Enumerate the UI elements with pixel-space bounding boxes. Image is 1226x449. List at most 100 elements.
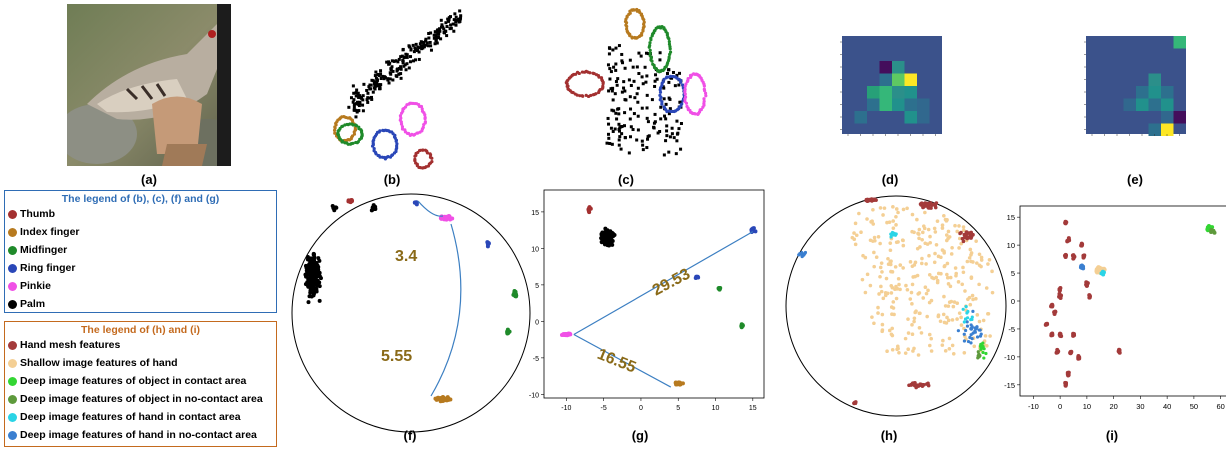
mesh-cluster bbox=[1063, 380, 1069, 388]
heatmap-cell bbox=[879, 86, 892, 99]
x-tick-label: 20 bbox=[1109, 402, 1117, 411]
mesh-cluster bbox=[852, 400, 858, 406]
y-tick-label: 10 bbox=[1007, 241, 1015, 250]
poincare-disk-f: 3.4 5.55 bbox=[291, 193, 531, 433]
heatmap-cell bbox=[867, 98, 880, 111]
pinkie-points bbox=[683, 72, 708, 116]
mesh-cluster bbox=[1052, 309, 1058, 316]
mid-cluster bbox=[739, 322, 745, 330]
legend-item: Palm bbox=[5, 295, 276, 313]
mesh-cluster bbox=[1049, 331, 1055, 338]
mesh-cluster bbox=[1065, 370, 1071, 378]
legend-swatch bbox=[8, 340, 17, 350]
caption-c: (c) bbox=[618, 172, 634, 187]
legend-label: Pinkie bbox=[20, 280, 51, 292]
heatmap-cell bbox=[867, 86, 880, 99]
legend-label: Thumb bbox=[20, 208, 55, 220]
geodesic-short bbox=[417, 200, 444, 217]
x-tick-label: 10 bbox=[1083, 402, 1091, 411]
legend-swatch bbox=[8, 412, 17, 422]
ring-cluster bbox=[412, 200, 419, 207]
plot-frame bbox=[1019, 205, 1226, 397]
distance-label: 16.55 bbox=[595, 346, 639, 377]
y-tick-label: -5 bbox=[1008, 325, 1015, 334]
mesh-cluster bbox=[918, 201, 939, 210]
legend-label: Ring finger bbox=[20, 262, 76, 274]
ring-points bbox=[370, 128, 399, 161]
ring-cluster bbox=[485, 240, 491, 249]
poincare-panel-h bbox=[783, 190, 1015, 426]
heatmap-cell bbox=[892, 98, 905, 111]
x-tick-label: 10 bbox=[712, 405, 720, 412]
scatter-g: -10 -5 0 5 10 15 15 10 5 0 -5 -10 29.53 16.55 bbox=[529, 189, 765, 412]
thumb-cluster bbox=[346, 197, 355, 205]
legend-title: The legend of (b), (c), (f) and (g) bbox=[61, 193, 220, 205]
heatmap-cell bbox=[1123, 98, 1136, 111]
y-tick-label: 5 bbox=[1011, 269, 1015, 278]
thumb-cluster bbox=[586, 205, 593, 215]
mesh-cluster bbox=[1084, 280, 1090, 288]
heatmap-cell bbox=[1161, 98, 1174, 111]
legend-item: Deep image features of object in contact… bbox=[5, 372, 276, 390]
palm-points bbox=[605, 44, 683, 157]
photo-panel-a bbox=[57, 4, 247, 169]
y-tick-label: -10 bbox=[1004, 353, 1015, 362]
heatmap-cell bbox=[892, 73, 905, 86]
legend-label: Midfinger bbox=[20, 244, 68, 256]
caption-g: (g) bbox=[631, 428, 649, 443]
poincare-panel-f: 3.4 5.55 bbox=[283, 186, 541, 444]
x-tick-label: 50 bbox=[1190, 402, 1198, 411]
heatmap-cell bbox=[879, 73, 892, 86]
mid-cluster bbox=[716, 285, 723, 292]
mid-cluster bbox=[511, 289, 519, 299]
y-tick-label: 0 bbox=[535, 319, 539, 326]
heatmap-cell bbox=[917, 98, 930, 111]
point-cloud-panel-b bbox=[325, 4, 465, 174]
heatmap-cell bbox=[892, 86, 905, 99]
heatmap-cell bbox=[1161, 111, 1174, 124]
caption-d: (d) bbox=[881, 172, 899, 187]
mesh-cluster bbox=[1071, 331, 1077, 338]
legend-swatch bbox=[8, 281, 17, 291]
legend-item: Deep image features of hand in contact a… bbox=[5, 408, 276, 426]
mesh-cluster bbox=[864, 197, 878, 204]
object-contact-cluster bbox=[978, 341, 988, 360]
index-points bbox=[623, 7, 646, 40]
y-tick-label: 15 bbox=[1007, 213, 1015, 222]
palm-cluster bbox=[369, 203, 378, 213]
legend-item: Deep image features of hand in no-contac… bbox=[5, 426, 276, 444]
y-tick-label: 10 bbox=[531, 246, 539, 253]
heatmap-cell bbox=[879, 61, 892, 74]
mesh-cluster bbox=[1057, 285, 1063, 293]
legend-features: The legend of (h) and (i) Hand mesh feat… bbox=[4, 321, 277, 447]
x-tick-label: 5 bbox=[676, 405, 680, 412]
legend-label: Shallow image features of hand bbox=[20, 357, 178, 369]
legend-hand-parts: The legend of (b), (c), (f) and (g) Thum… bbox=[4, 190, 277, 313]
legend-swatch bbox=[8, 394, 17, 404]
legend-item: Hand mesh features bbox=[5, 336, 276, 354]
mesh-cluster bbox=[1054, 347, 1061, 355]
hand-nocontact-cluster bbox=[1078, 263, 1086, 271]
caption-b: (b) bbox=[383, 172, 401, 187]
object-nocontact-cluster bbox=[1209, 227, 1217, 235]
legend-label: Deep image features of object in no-cont… bbox=[20, 393, 263, 405]
palm-cluster bbox=[599, 226, 617, 248]
x-tick-label: 0 bbox=[639, 405, 643, 412]
thumb-points bbox=[564, 69, 605, 99]
legend-swatch bbox=[8, 227, 17, 237]
mesh-cluster bbox=[1081, 253, 1087, 260]
distance-line bbox=[573, 333, 672, 388]
legend-item: Midfinger bbox=[5, 241, 276, 259]
legend-item: Deep image features of object in no-cont… bbox=[5, 390, 276, 408]
heatmap-cell bbox=[879, 98, 892, 111]
scatter-panel-g: -10 -5 0 5 10 15 15 10 5 0 -5 -10 29.53 16.55 bbox=[512, 186, 772, 422]
x-tick-label: 15 bbox=[749, 405, 757, 412]
index-cluster bbox=[433, 395, 453, 404]
legend-swatch bbox=[8, 358, 17, 368]
heatmap-cell bbox=[892, 61, 905, 74]
legend-title: The legend of (h) and (i) bbox=[81, 324, 200, 336]
mesh-cluster bbox=[1068, 349, 1074, 356]
disk-boundary bbox=[785, 195, 1007, 417]
mesh-cluster bbox=[907, 380, 931, 390]
